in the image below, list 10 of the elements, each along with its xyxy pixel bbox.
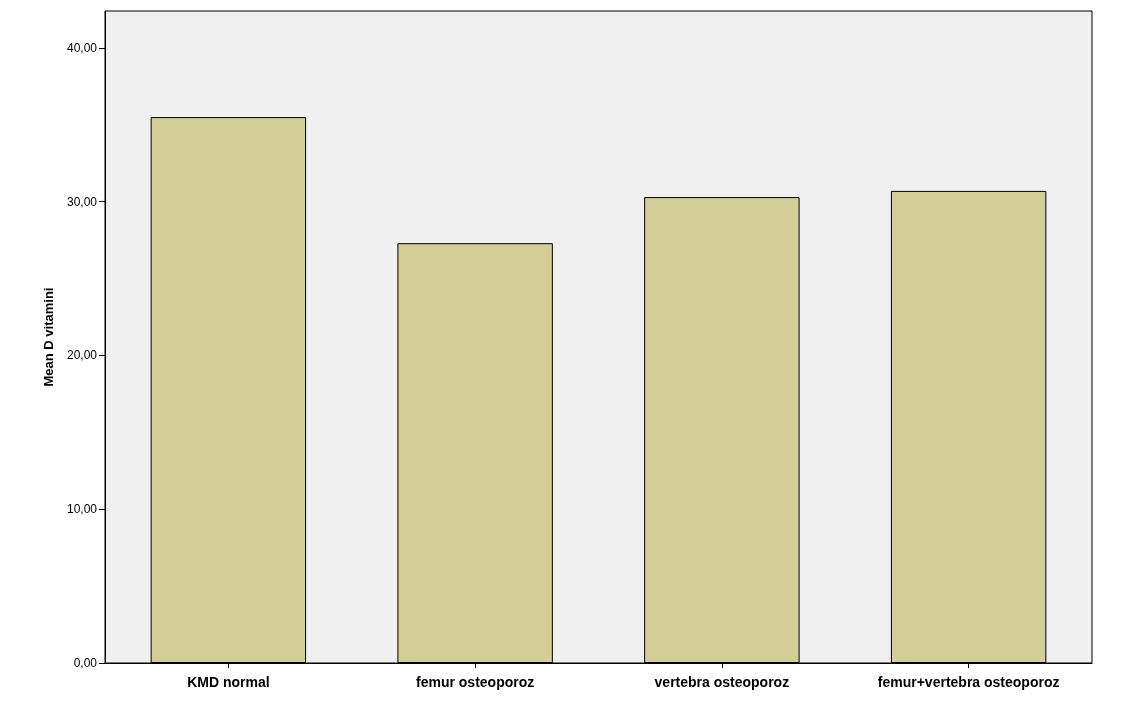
y-tick-label: 30,00 (66, 194, 98, 209)
x-tick-label: KMD normal (187, 674, 270, 690)
y-axis-title: Mean D vitamini (41, 287, 56, 387)
y-tick-label: 0,00 (73, 656, 98, 670)
y-tick-label: 20,00 (66, 348, 98, 363)
x-tick-label: femur+vertebra osteoporoz (877, 674, 1060, 690)
x-tick-label: vertebra osteoporoz (654, 674, 790, 690)
x-tick-label: femur osteoporoz (416, 674, 535, 690)
y-tick-label: 10,00 (66, 502, 98, 517)
y-tick-label: 40,00 (66, 40, 98, 55)
